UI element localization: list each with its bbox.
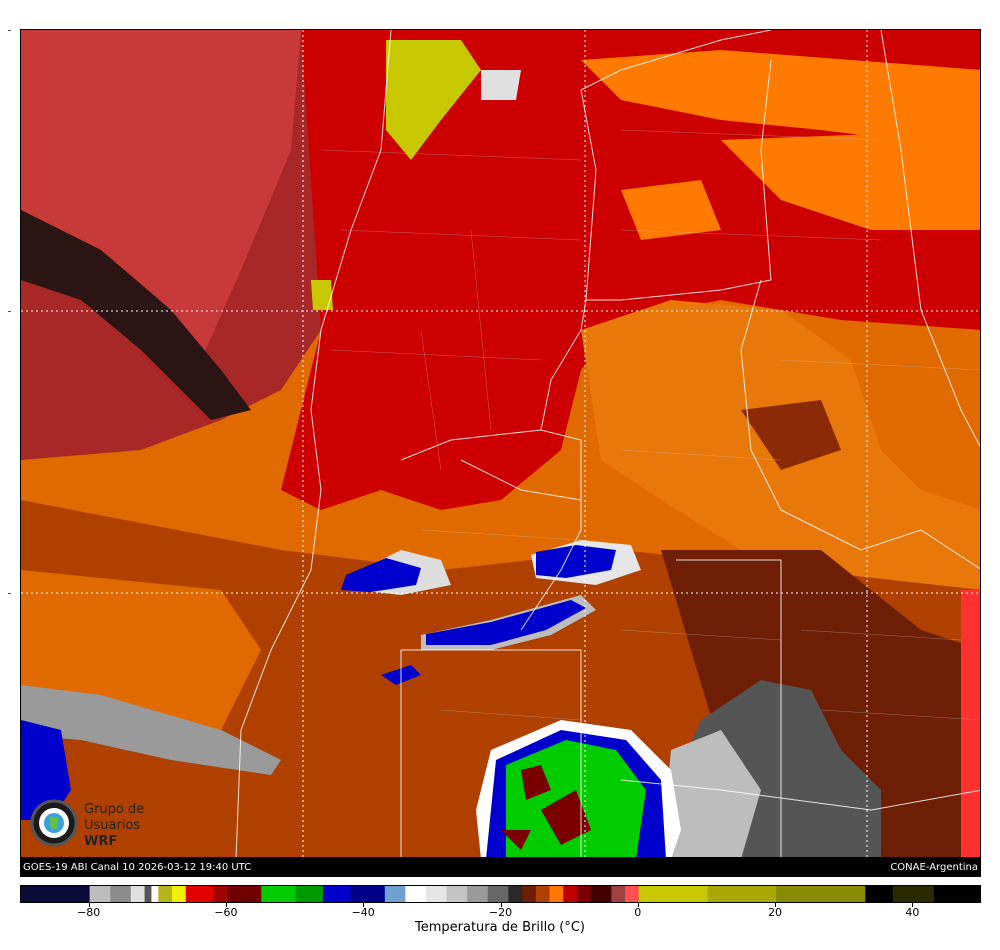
warm-band-north — [581, 50, 980, 150]
warm-patch-sw — [21, 570, 261, 730]
colorbar-gradient — [21, 886, 980, 902]
colorbar-tick — [912, 903, 914, 907]
colorbar-segment — [549, 886, 564, 902]
colorbar-segment — [522, 886, 537, 902]
colorbar-segment — [446, 886, 468, 902]
colorbar-segment — [158, 886, 173, 902]
svg-text:Grupo de: Grupo de — [84, 802, 144, 817]
colorbar-title: Temperatura de Brillo (°C) — [414, 920, 586, 935]
cloud-andes-cold — [21, 720, 71, 820]
colorbar-tick-label: 40 — [905, 906, 920, 919]
colorbar-segment — [323, 886, 351, 902]
colorbar-segment — [563, 886, 578, 902]
caption-credit: CONAE-Argentina — [890, 862, 978, 873]
colorbar — [20, 885, 981, 903]
colorbar-segment — [892, 886, 935, 902]
colorbar-tick — [775, 903, 777, 907]
cloud-gray-se-light — [661, 730, 761, 857]
colorbar-tick-label: −60 — [214, 906, 238, 919]
colorbar-segment — [405, 886, 427, 902]
colorbar-tick — [88, 903, 90, 907]
cloud-region-nw-dark — [21, 210, 251, 420]
colorbar-segment — [295, 886, 324, 902]
colorbar-segment — [21, 886, 91, 902]
colorbar-segment — [535, 886, 551, 902]
warm-patch — [621, 180, 721, 240]
country-borders — [235, 30, 980, 857]
storm-line — [426, 600, 586, 645]
colorbar-segment — [151, 886, 159, 902]
colorbar-segment — [776, 886, 866, 902]
colorbar-segment — [625, 886, 640, 902]
colorbar-tick — [363, 903, 365, 907]
colorbar-segment — [384, 886, 406, 902]
svg-text:Usuarios: Usuarios — [84, 818, 140, 833]
colorbar-segment — [226, 886, 262, 902]
colorbar-tick-label: −40 — [351, 906, 375, 919]
colorbar-tick-label: −80 — [77, 906, 101, 919]
svg-text:WRF: WRF — [84, 834, 117, 849]
cloud-region-se — [661, 550, 980, 857]
colorbar-segment — [144, 886, 152, 902]
colorbar-segment — [89, 886, 111, 902]
colorbar-segment — [110, 886, 132, 902]
axis-tick — [8, 593, 11, 594]
warm-plume-core — [741, 400, 841, 470]
colorbar-segment — [261, 886, 297, 902]
colorbar-tick-label: 0 — [634, 906, 642, 919]
colorbar-segment — [638, 886, 708, 902]
colorbar-segment — [865, 886, 894, 902]
axis-tick — [8, 30, 11, 31]
colorbar-tick — [637, 903, 639, 907]
colorbar-segment — [425, 886, 448, 902]
cloud-yellow-small — [311, 280, 333, 310]
colorbar-segment — [350, 886, 386, 902]
cloud-andes-band — [21, 685, 281, 775]
colorbar-segment — [487, 886, 509, 902]
graticule — [21, 30, 980, 857]
colorbar-segment — [933, 886, 980, 902]
colorbar-segment — [467, 886, 489, 902]
colorbar-segment — [130, 886, 146, 902]
colorbar-segment — [508, 886, 523, 902]
map-image: Grupo de Usuarios WRF — [21, 30, 980, 857]
satellite-map: Grupo de Usuarios WRF — [20, 29, 981, 858]
colorbar-tick — [500, 903, 502, 907]
cloud-yellow-north — [386, 40, 481, 160]
axis-tick — [8, 311, 11, 312]
colorbar-tick — [225, 903, 227, 907]
gu-wrf-logo: Grupo de Usuarios WRF — [30, 799, 144, 849]
colorbar-segment — [611, 886, 626, 902]
caption-bar: GOES-19 ABI Canal 10 2026-03-12 19:40 UT… — [20, 858, 981, 877]
cloud-white-north — [481, 70, 521, 100]
warm-band-north-2 — [721, 130, 980, 230]
colorbar-tick-label: −20 — [488, 906, 513, 919]
colorbar-segment — [707, 886, 777, 902]
storm-east — [536, 545, 616, 578]
colorbar-tick-label: 20 — [768, 906, 783, 919]
caption-product: GOES-19 ABI Canal 10 2026-03-12 19:40 UT… — [23, 862, 252, 873]
province-borders — [320, 129, 980, 721]
colorbar-segment — [185, 886, 214, 902]
colorbar-segment — [213, 886, 228, 902]
storm-west — [341, 558, 421, 592]
storm-south-overshoot — [501, 765, 591, 850]
colorbar-segment — [172, 886, 187, 902]
colorbar-segment — [590, 886, 612, 902]
colorbar-segment — [577, 886, 592, 902]
edge-strip-se — [961, 590, 980, 857]
